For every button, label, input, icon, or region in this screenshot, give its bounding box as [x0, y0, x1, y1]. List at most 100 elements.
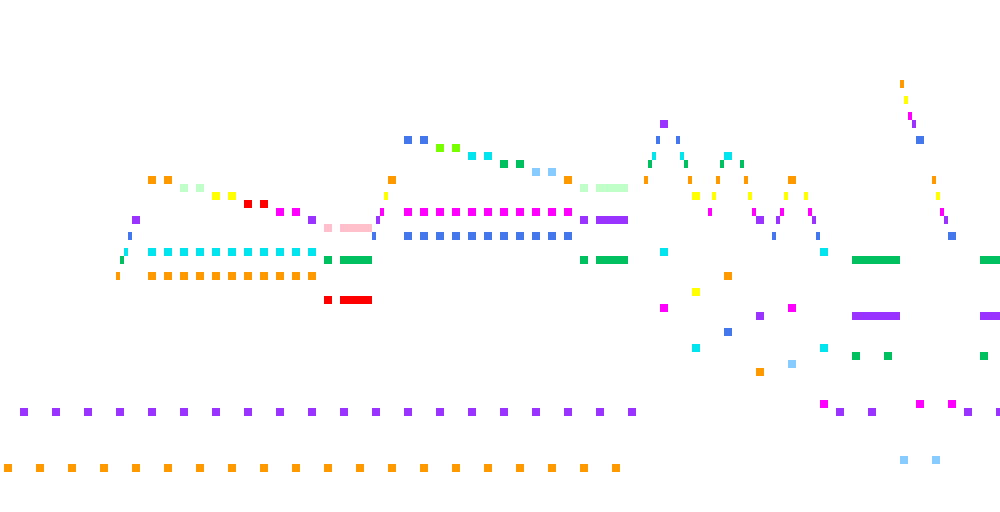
- note: [148, 272, 156, 280]
- note: [812, 216, 816, 224]
- note: [532, 232, 540, 240]
- note: [244, 408, 252, 416]
- note: [180, 184, 188, 192]
- note: [196, 272, 204, 280]
- note: [868, 408, 876, 416]
- note: [196, 184, 204, 192]
- note: [756, 216, 764, 224]
- note: [340, 256, 372, 264]
- note: [324, 224, 332, 232]
- note: [904, 96, 908, 104]
- note: [660, 304, 668, 312]
- note: [376, 216, 380, 224]
- note: [548, 232, 556, 240]
- note: [660, 120, 668, 128]
- note: [816, 232, 820, 240]
- note: [452, 208, 460, 216]
- note: [68, 464, 76, 472]
- note: [212, 408, 220, 416]
- note: [128, 232, 132, 240]
- note: [292, 272, 300, 280]
- note: [116, 408, 124, 416]
- note: [648, 160, 652, 168]
- note: [980, 312, 1000, 320]
- note: [276, 408, 284, 416]
- note: [212, 192, 220, 200]
- note: [484, 464, 492, 472]
- note: [260, 200, 268, 208]
- note: [452, 232, 460, 240]
- note: [132, 464, 140, 472]
- note: [532, 208, 540, 216]
- note: [276, 272, 284, 280]
- note: [244, 272, 252, 280]
- note: [996, 408, 1000, 416]
- note: [720, 160, 724, 168]
- note: [948, 232, 956, 240]
- note: [148, 176, 156, 184]
- note: [340, 224, 372, 232]
- note: [756, 368, 764, 376]
- note: [660, 248, 668, 256]
- note: [436, 232, 444, 240]
- note: [916, 400, 924, 408]
- note: [820, 248, 828, 256]
- note: [628, 408, 636, 416]
- note: [228, 192, 236, 200]
- note: [820, 344, 828, 352]
- note: [420, 136, 428, 144]
- note: [228, 248, 236, 256]
- note: [436, 208, 444, 216]
- note: [656, 136, 660, 144]
- note: [804, 192, 808, 200]
- note: [260, 464, 268, 472]
- note: [596, 256, 628, 264]
- note: [148, 248, 156, 256]
- note: [324, 296, 332, 304]
- note: [900, 80, 904, 88]
- note: [276, 248, 284, 256]
- note: [500, 160, 508, 168]
- note: [948, 400, 956, 408]
- note: [420, 464, 428, 472]
- note: [260, 272, 268, 280]
- note: [680, 152, 684, 160]
- note: [36, 464, 44, 472]
- note: [500, 232, 508, 240]
- note: [684, 160, 688, 168]
- note: [748, 192, 752, 200]
- note: [580, 464, 588, 472]
- note: [484, 152, 492, 160]
- note: [916, 136, 924, 144]
- note: [324, 464, 332, 472]
- note: [580, 216, 588, 224]
- note: [52, 408, 60, 416]
- note: [776, 216, 780, 224]
- note: [564, 208, 572, 216]
- note: [436, 408, 444, 416]
- note: [712, 192, 716, 200]
- note: [404, 208, 412, 216]
- note: [436, 144, 444, 152]
- note: [308, 272, 316, 280]
- note: [532, 168, 540, 176]
- note: [752, 208, 756, 216]
- note: [228, 272, 236, 280]
- note: [468, 208, 476, 216]
- note: [468, 408, 476, 416]
- note: [580, 184, 588, 192]
- note: [936, 192, 940, 200]
- note: [612, 464, 620, 472]
- note: [652, 152, 656, 160]
- note: [340, 408, 348, 416]
- note: [644, 176, 648, 184]
- note: [564, 408, 572, 416]
- note: [452, 464, 460, 472]
- note: [20, 408, 28, 416]
- note: [212, 272, 220, 280]
- note: [964, 408, 972, 416]
- note: [196, 248, 204, 256]
- note: [308, 408, 316, 416]
- note: [404, 136, 412, 144]
- note: [212, 248, 220, 256]
